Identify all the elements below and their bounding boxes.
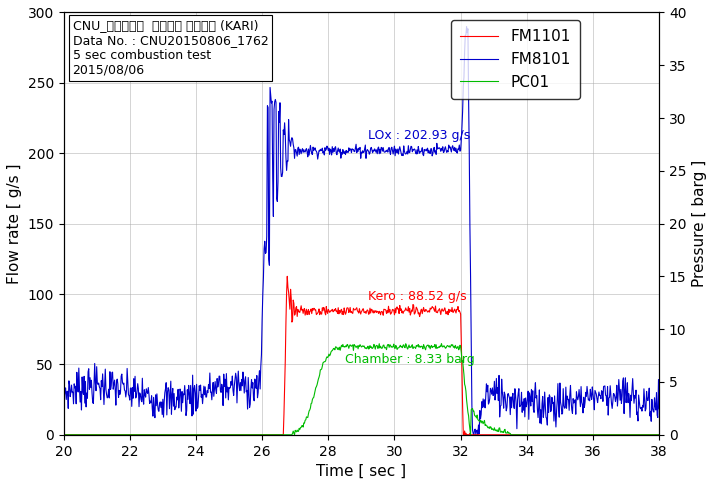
PC01 (386, 342, 394, 348)
PC01 (104, 432, 113, 438)
PC01 (331, 344, 340, 350)
FM8101 (470, 432, 478, 438)
FM1101 (104, 432, 113, 438)
FM1101 (245, 432, 253, 438)
FM1101 (59, 432, 68, 438)
Line: FM1101: FM1101 (64, 277, 660, 435)
Line: FM8101: FM8101 (64, 27, 660, 435)
PC01 (498, 429, 507, 434)
FM1101 (490, 432, 498, 438)
FM1101 (386, 311, 395, 317)
FM8101 (59, 373, 68, 379)
FM1101 (498, 432, 507, 438)
PC01 (490, 425, 498, 431)
Text: CNU_핀돌인젭터  연소특성 연구시험 (KARI)
Data No. : CNU20150806_1762
5 sec combustion test
20: CNU_핀돌인젭터 연소특성 연구시험 (KARI) Data No. : CN… (73, 19, 268, 77)
FM8101 (462, 24, 471, 30)
PC01 (655, 432, 664, 438)
Y-axis label: Pressure [ barg ]: Pressure [ barg ] (692, 160, 707, 287)
FM8101 (386, 149, 394, 155)
Legend: FM1101, FM8101, PC01: FM1101, FM8101, PC01 (451, 20, 580, 99)
Text: LOx : 202.93 g/s: LOx : 202.93 g/s (368, 129, 471, 142)
Text: Kero : 88.52 g/s: Kero : 88.52 g/s (368, 290, 467, 303)
FM8101 (331, 144, 340, 150)
FM1101 (655, 432, 664, 438)
FM8101 (491, 397, 499, 403)
Line: PC01: PC01 (64, 344, 660, 435)
FM1101 (332, 309, 341, 314)
FM8101 (655, 408, 664, 414)
Y-axis label: Flow rate [ g/s ]: Flow rate [ g/s ] (7, 163, 22, 284)
FM8101 (104, 386, 113, 392)
PC01 (245, 432, 253, 438)
X-axis label: Time [ sec ]: Time [ sec ] (316, 464, 406, 479)
FM8101 (245, 389, 253, 395)
Text: Chamber : 8.33 barg: Chamber : 8.33 barg (345, 353, 475, 366)
FM8101 (499, 405, 508, 411)
FM1101 (283, 274, 291, 279)
PC01 (437, 341, 446, 347)
PC01 (59, 432, 68, 438)
